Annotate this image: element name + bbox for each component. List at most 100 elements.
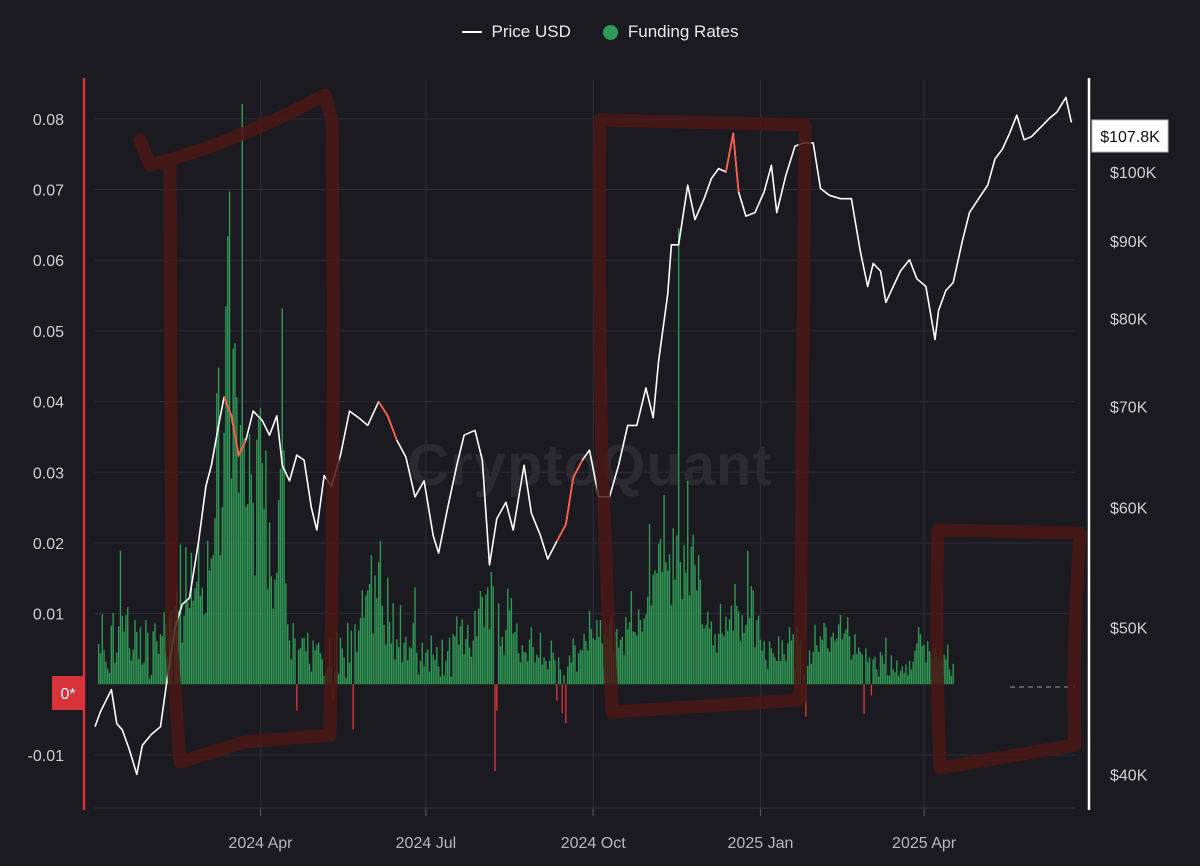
funding-bar: [294, 638, 296, 685]
legend-item-funding[interactable]: Funding Rates: [602, 22, 738, 42]
funding-bar: [297, 649, 300, 685]
funding-bar: [248, 434, 251, 685]
funding-bar: [852, 654, 854, 685]
funding-bar: [485, 594, 487, 685]
funding-bar: [627, 629, 629, 685]
funding-bar: [561, 684, 563, 714]
funding-bar: [885, 637, 887, 685]
funding-bar: [925, 662, 927, 685]
funding-bar: [663, 494, 665, 685]
funding-bar: [592, 638, 594, 685]
funding-bar: [421, 642, 423, 685]
funding-bar: [897, 675, 900, 685]
funding-bar: [127, 607, 129, 685]
funding-bar: [496, 684, 498, 711]
funding-bar: [827, 648, 829, 685]
funding-bar: [179, 544, 182, 685]
funding-bar: [256, 439, 258, 685]
funding-bar: [596, 619, 598, 685]
funding-bar: [537, 657, 540, 685]
funding-bar: [483, 627, 485, 685]
funding-bar: [952, 663, 954, 685]
funding-bar: [545, 660, 547, 685]
funding-bar: [581, 650, 583, 685]
funding-bar: [692, 534, 694, 685]
funding-bar: [223, 432, 225, 685]
funding-bar: [550, 640, 553, 685]
funding-bar: [619, 639, 622, 685]
funding-bar: [823, 622, 825, 685]
funding-bar: [114, 662, 116, 685]
funding-bar: [654, 570, 656, 685]
funding-bar: [481, 596, 483, 685]
funding-bar: [134, 619, 136, 685]
funding-bar: [810, 663, 813, 685]
funding-bar: [830, 636, 833, 685]
funding-bar: [450, 676, 453, 685]
funding-bar: [907, 675, 909, 685]
funding-bar: [412, 622, 414, 685]
funding-bar: [350, 630, 353, 685]
funding-bar: [265, 450, 267, 685]
legend-label-price: Price USD: [491, 22, 571, 41]
funding-bar: [519, 662, 522, 685]
funding-bar: [567, 666, 569, 685]
funding-bar: [863, 684, 865, 714]
funding-bar: [243, 438, 245, 685]
funding-bar: [688, 595, 691, 685]
funding-bar: [257, 419, 260, 685]
funding-bar: [272, 608, 274, 685]
funding-bar: [768, 641, 771, 685]
funding-bar: [494, 684, 496, 772]
price-line: [94, 96, 1073, 776]
funding-bar: [316, 644, 318, 685]
funding-bar: [756, 619, 758, 685]
funding-bar: [357, 630, 360, 685]
left-tick-label: 0.06: [33, 253, 64, 270]
funding-bar: [876, 669, 878, 685]
right-tick-label: $100K: [1110, 165, 1157, 182]
funding-bar: [670, 605, 673, 685]
funding-bar: [136, 632, 138, 685]
funding-bar: [337, 673, 340, 685]
funding-bar: [317, 642, 320, 685]
funding-bar: [574, 645, 576, 685]
funding-bar: [774, 657, 776, 685]
funding-bar: [834, 641, 836, 685]
funding-bar: [588, 610, 591, 685]
funding-bar: [177, 610, 180, 685]
funding-bar: [345, 677, 347, 685]
funding-bar: [441, 639, 443, 685]
funding-bar: [683, 545, 685, 685]
funding-bar: [667, 570, 669, 685]
funding-bar: [303, 637, 305, 685]
funding-bar: [477, 608, 480, 685]
funding-bar: [856, 653, 858, 685]
funding-bar: [239, 424, 242, 685]
x-tick-label: 2025 Apr: [892, 835, 957, 852]
right-tick-label: $70K: [1110, 399, 1148, 416]
funding-bar: [305, 651, 307, 685]
funding-bar: [632, 631, 634, 685]
funding-bar: [476, 636, 478, 685]
funding-bar: [219, 554, 222, 685]
funding-bar: [628, 622, 631, 685]
left-tick-label: 0.07: [33, 183, 64, 200]
left-tick-label: 0.05: [33, 324, 64, 341]
right-tick-label: $40K: [1110, 767, 1148, 784]
funding-bar: [819, 636, 822, 685]
funding-bar: [405, 636, 407, 685]
funding-bar: [259, 407, 262, 685]
funding-bar: [436, 646, 438, 685]
funding-bar: [948, 669, 951, 685]
funding-bar: [577, 653, 580, 685]
funding-bar: [530, 627, 533, 685]
funding-bar: [143, 662, 145, 685]
funding-bar: [727, 630, 729, 685]
legend-item-price[interactable]: Price USD: [461, 22, 571, 42]
funding-bar: [754, 646, 756, 685]
funding-bar: [892, 669, 894, 685]
funding-bar: [310, 671, 313, 685]
funding-bar: [947, 644, 949, 685]
